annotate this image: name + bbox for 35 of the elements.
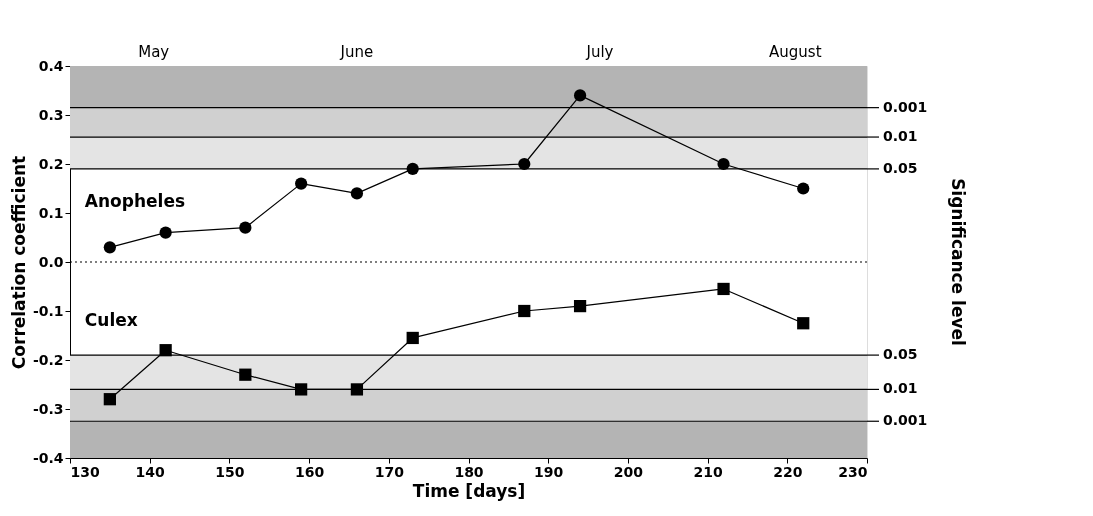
y-tick-label: 0.4 (38, 57, 64, 74)
x-tick-label: 140 (135, 463, 166, 480)
y-tick-label: 0.1 (38, 204, 64, 221)
x-tick-label: 130 (70, 463, 100, 480)
annotation: 0.001 (883, 98, 928, 115)
annotation: August (769, 43, 822, 61)
x-tick-label: 180 (454, 463, 484, 480)
x-tick-label: 170 (374, 463, 405, 480)
y-tick-label: 0.3 (38, 106, 64, 123)
x-tick-label: 210 (693, 463, 723, 480)
annotation: 0.01 (883, 380, 918, 397)
series-label: Culex (84, 310, 138, 331)
x-tick-label: 160 (294, 463, 325, 480)
x-tick-label: 190 (534, 463, 564, 480)
x-axis-title: Time [days] (412, 480, 526, 501)
annotation: 0.05 (883, 159, 918, 176)
x-tick-label: 230 (838, 463, 868, 480)
series-label: Anopheles (84, 191, 186, 212)
y-axis-title: Correlation coefficient (8, 155, 29, 370)
y-tick-label: 0.2 (38, 155, 64, 172)
annotation: May (138, 43, 170, 61)
y-tick-label: -0.1 (32, 302, 64, 319)
x-tick-label: 150 (215, 463, 245, 480)
annotation: June (339, 43, 374, 61)
annotation: 0.001 (883, 412, 928, 429)
annotation: 0.01 (883, 128, 918, 145)
y-tick-label: -0.4 (32, 449, 64, 466)
y2-axis-title: Significance level (948, 178, 968, 346)
y-tick-label: -0.2 (32, 351, 64, 368)
x-tick-label: 220 (773, 463, 803, 480)
annotation: July (585, 43, 614, 61)
annotation: 0.05 (883, 346, 918, 363)
x-tick-label: 200 (613, 463, 644, 480)
y-tick-label: -0.3 (32, 400, 64, 417)
y-tick-label: 0.0 (38, 253, 64, 270)
